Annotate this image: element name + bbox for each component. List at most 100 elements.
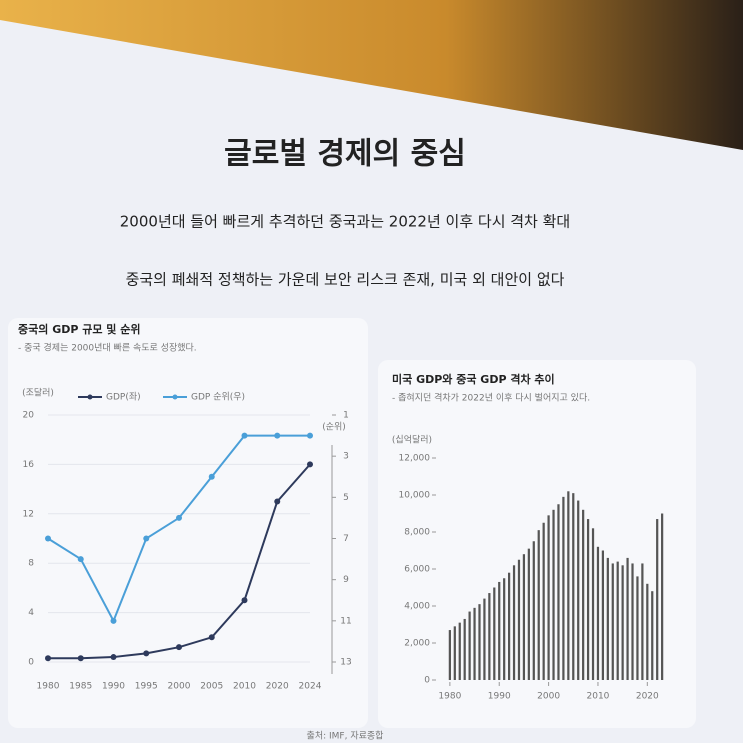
bar [473, 607, 476, 680]
x-tick-label: 2005 [200, 682, 223, 692]
chart-card [378, 360, 696, 728]
point [307, 432, 313, 439]
bar [498, 581, 501, 680]
bar [527, 548, 530, 680]
bar [552, 509, 555, 680]
bar [656, 519, 659, 680]
bar [616, 561, 619, 680]
bar [463, 618, 466, 680]
y2-tick-label: 11 [340, 616, 351, 626]
point [176, 644, 182, 651]
point [307, 461, 313, 468]
bar [596, 546, 600, 680]
bar [478, 604, 481, 680]
axis-unit: (순위) [322, 422, 346, 433]
bar [567, 491, 570, 680]
y2-tick-label: 13 [340, 658, 351, 668]
bar [458, 622, 461, 680]
y-tick-label: 12 [23, 509, 34, 519]
point [274, 432, 281, 439]
bar [631, 563, 634, 680]
y2-tick-label: 5 [343, 493, 349, 503]
y2-tick-label: 7 [343, 534, 349, 544]
bar [483, 598, 486, 680]
bar [512, 565, 516, 680]
x-tick-label: 2010 [587, 692, 610, 702]
bar [611, 563, 614, 680]
bar [626, 557, 629, 680]
y-tick-label: 8 [28, 559, 34, 569]
bar [453, 626, 456, 680]
chart-subtitle: - 중국 경제는 2000년대 빠른 속도로 성장했다. [18, 342, 197, 354]
slide-line: 2000년대 들어 빠르게 추격하던 중국과는 2022년 이후 다시 격차 확… [120, 213, 570, 231]
bar [562, 496, 565, 680]
y-tick-label: 0 [28, 658, 34, 668]
y-tick-label: 6,000 [404, 565, 430, 575]
bar [577, 500, 580, 680]
y-tick-label: 0 [424, 676, 430, 686]
y-tick-label: 16 [23, 460, 35, 470]
slide-title: 글로벌 경제의 중심 [224, 137, 466, 172]
x-tick-label: 2024 [299, 682, 322, 692]
legend-label: GDP 순위(우) [191, 392, 245, 403]
chart-title: 미국 GDP와 중국 GDP 격차 추이 [392, 372, 555, 386]
bar [572, 493, 575, 680]
bar [601, 550, 605, 680]
point [110, 654, 117, 661]
point [274, 498, 281, 505]
point [77, 556, 84, 563]
y-tick-label: 8,000 [404, 528, 430, 538]
bar [522, 554, 526, 680]
point [241, 432, 248, 439]
x-tick-label: 2000 [168, 682, 191, 692]
point [208, 634, 215, 641]
point [241, 597, 248, 604]
bar [468, 611, 471, 680]
source: 출처: IMF, 자료종합 [307, 730, 384, 742]
legend-marker [87, 394, 93, 400]
legend-label: GDP(좌) [106, 392, 141, 403]
legend-marker [172, 394, 178, 400]
y-tick-label: 20 [23, 411, 35, 421]
y2-tick-label: 1 [343, 411, 349, 421]
bar [493, 587, 496, 680]
y-tick-label: 4,000 [404, 602, 430, 612]
y-tick-label: 2,000 [404, 639, 430, 649]
axis-unit: (조달러) [22, 387, 54, 399]
slide-line: 중국의 폐쇄적 정책하는 가운데 보안 리스크 존재, 미국 외 대안이 없다 [126, 271, 565, 289]
x-tick-label: 2020 [636, 692, 659, 702]
bar [641, 563, 644, 680]
point [143, 650, 150, 657]
bar [651, 591, 654, 680]
bar [646, 583, 649, 680]
bar [606, 557, 609, 680]
y-tick-label: 4 [28, 608, 34, 618]
x-tick-label: 1990 [102, 682, 125, 692]
y2-tick-label: 9 [343, 575, 349, 585]
bar [448, 630, 451, 680]
bar [636, 576, 639, 680]
bar [488, 593, 491, 680]
bar [557, 504, 560, 680]
x-tick-label: 1990 [488, 692, 511, 702]
point [143, 535, 150, 542]
bar [586, 519, 590, 680]
y-tick-label: 10,000 [399, 491, 431, 501]
chart-card [8, 318, 368, 728]
chart-subtitle: - 좁혀지던 격차가 2022년 이후 다시 벌어지고 있다. [392, 392, 590, 404]
bar [537, 530, 540, 680]
x-tick-label: 2020 [266, 682, 289, 692]
bar [542, 522, 545, 680]
bar [532, 541, 535, 680]
chart-title: 중국의 GDP 규모 및 순위 [18, 322, 141, 336]
x-tick-label: 1980 [438, 692, 461, 702]
point [45, 535, 51, 542]
point [77, 655, 84, 662]
bar [517, 559, 521, 680]
x-tick-label: 1980 [37, 682, 60, 692]
x-tick-label: 2010 [233, 682, 256, 692]
point [45, 655, 51, 662]
y2-tick-label: 3 [343, 452, 349, 462]
